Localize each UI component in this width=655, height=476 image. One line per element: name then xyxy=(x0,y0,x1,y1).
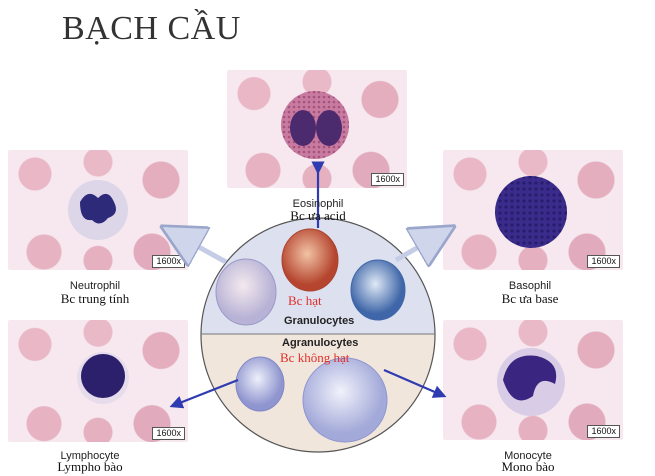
granulocytes-label: Granulocytes xyxy=(284,315,355,327)
eosinophil-photo: 1600x xyxy=(227,70,407,188)
neutrophil-vi-label: Bc trung tính xyxy=(60,291,130,306)
lymphocyte-label: Lymphocyte xyxy=(60,450,120,462)
agranulocytes-label: Agranulocytes xyxy=(282,337,359,349)
eosinophil-label: Eosinophil xyxy=(292,198,344,210)
magnification-badge: 1600x xyxy=(587,425,620,438)
basophil-cell-icon xyxy=(495,176,567,248)
neutrophil-photo: 1600x xyxy=(8,150,188,270)
neutrophil-cell-icon xyxy=(68,180,128,240)
agranulocytes-vi-label: Bc không hạt xyxy=(280,350,350,365)
eosinophil-vi-label: Bc ưa acid xyxy=(290,208,346,223)
monocyte-label: Monocyte xyxy=(504,450,552,462)
magnification-badge: 1600x xyxy=(371,173,404,186)
page-title: BẠCH CẦU xyxy=(62,10,241,47)
lymphocyte-photo: 1600x xyxy=(8,320,188,442)
basophil-vi-label: Bc ưa base xyxy=(501,291,559,306)
lymphocyte-vi-label: Lympho bào xyxy=(57,459,123,474)
monocyte-cell-icon xyxy=(497,348,565,416)
magnification-badge: 1600x xyxy=(152,427,185,440)
eosinophil-cell-icon xyxy=(281,91,349,159)
monocyte-photo: 1600x xyxy=(443,320,623,440)
monocyte-vi-label: Mono bào xyxy=(501,459,555,474)
magnification-badge: 1600x xyxy=(152,255,185,268)
lymphocyte-cell-icon xyxy=(77,352,129,404)
basophil-photo: 1600x xyxy=(443,150,623,270)
neutrophil-label: Neutrophil xyxy=(69,280,121,292)
basophil-label: Basophil xyxy=(508,280,552,292)
magnification-badge: 1600x xyxy=(587,255,620,268)
granulocytes-vi-label: Bc hạt xyxy=(288,293,322,308)
